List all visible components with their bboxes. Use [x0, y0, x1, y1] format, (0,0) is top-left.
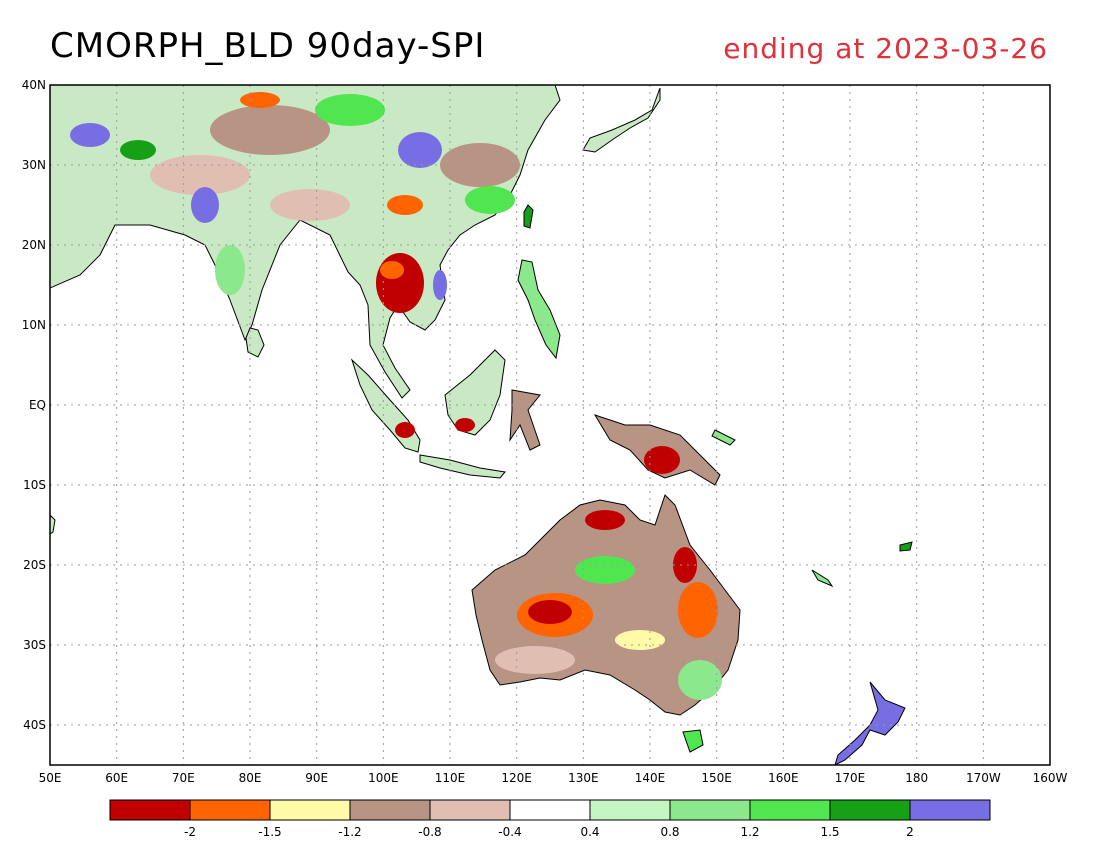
landmass-taiwan	[523, 204, 534, 229]
colorbar-label: 1.2	[740, 825, 759, 839]
landmass-madagascar-edge	[50, 514, 56, 535]
asia-spi-patches	[70, 92, 520, 313]
lon-tick-label: 170E	[835, 771, 866, 785]
lon-tick-label: 160E	[768, 771, 799, 785]
colorbar-swatch	[909, 799, 991, 821]
lon-tick-label: 100E	[368, 771, 399, 785]
colorbar-swatch	[749, 799, 831, 821]
lon-tick-label: 160W	[1033, 771, 1068, 785]
landmass-java	[419, 454, 506, 479]
graticule	[50, 85, 1050, 765]
colorbar-label: -0.4	[498, 825, 521, 839]
colorbar-swatch	[189, 799, 271, 821]
lat-tick-label: 20N	[22, 238, 46, 252]
lon-tick-label: 150E	[701, 771, 732, 785]
colorbar-label: -2	[184, 825, 196, 839]
colorbar-label: 2	[906, 825, 914, 839]
colorbar-swatch	[429, 799, 511, 821]
colorbar-swatch	[269, 799, 351, 821]
lon-tick-label: 80E	[239, 771, 262, 785]
map-subtitle: ending at 2023-03-26	[723, 32, 1048, 65]
lon-tick-label: 130E	[568, 771, 599, 785]
landmass-borneo	[444, 349, 506, 436]
colorbar-swatch	[349, 799, 431, 821]
longitude-labels: 50E 60E 70E 80E 90E 100E 110E 120E 130E 140E 150E 1…	[39, 771, 1068, 785]
colorbar-label: -1.5	[258, 825, 281, 839]
colorbar-swatch	[829, 799, 911, 821]
lat-tick-label: 30S	[23, 638, 46, 652]
lon-tick-label: 60E	[105, 771, 128, 785]
map-frame	[49, 84, 1051, 766]
landmass-new-zealand	[834, 681, 906, 765]
lon-tick-label: 90E	[305, 771, 328, 785]
lat-tick-label: 20S	[23, 558, 46, 572]
lon-tick-label: 180	[905, 771, 928, 785]
landmass-japan	[582, 87, 661, 153]
colorbar-label: 0.8	[660, 825, 679, 839]
lon-tick-label: 140E	[635, 771, 666, 785]
colorbar-legend: -2 -1.5 -1.2 -0.8 -0.4 0.4 0.8 1.2 1.5 2	[109, 799, 991, 839]
landmass-new-caledonia	[811, 569, 834, 588]
landmass-sri-lanka	[245, 327, 265, 358]
colorbar-swatch	[589, 799, 671, 821]
lat-tick-label: 40N	[22, 78, 46, 92]
spi-field-layer	[50, 85, 913, 765]
colorbar-label: 1.5	[820, 825, 839, 839]
colorbar-swatch	[509, 799, 591, 821]
landmass-philippines	[517, 259, 561, 360]
lat-tick-label: 10N	[22, 318, 46, 332]
colorbar-label: -0.8	[418, 825, 441, 839]
landmass-fiji	[899, 541, 913, 552]
lon-tick-label: 170W	[966, 771, 1001, 785]
lat-tick-label: 30N	[22, 158, 46, 172]
lon-tick-label: 50E	[39, 771, 62, 785]
landmass-solomon-islands	[711, 429, 736, 446]
colorbar-label: -1.2	[338, 825, 361, 839]
lon-tick-label: 120E	[501, 771, 532, 785]
map-title: CMORPH_BLD 90day-SPI	[50, 26, 486, 66]
lat-tick-label: EQ	[29, 398, 46, 412]
lon-tick-label: 110E	[435, 771, 466, 785]
colorbar-label: 0.4	[580, 825, 599, 839]
landmass-tasmania	[682, 729, 704, 753]
colorbar-swatch	[109, 799, 191, 821]
lat-tick-label: 10S	[23, 478, 46, 492]
latitude-labels: 40N 30N 20N 10N EQ 10S 20S 30S 40S	[22, 78, 46, 732]
lon-tick-label: 70E	[172, 771, 195, 785]
colorbar-swatch	[669, 799, 751, 821]
landmass-sulawesi	[509, 389, 541, 451]
lat-tick-label: 40S	[23, 718, 46, 732]
